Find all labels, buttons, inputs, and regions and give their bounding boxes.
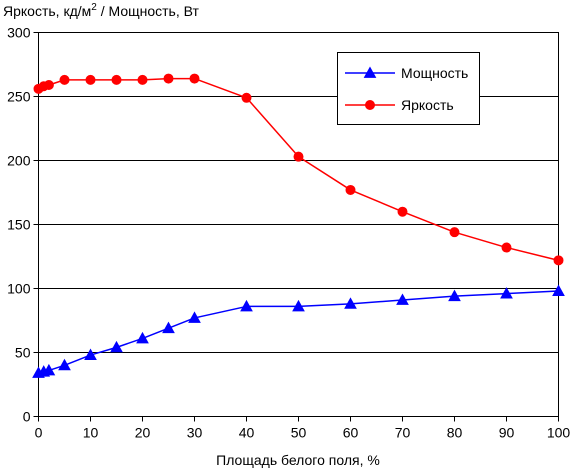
x-tick-label: 80 xyxy=(447,425,463,441)
series-line xyxy=(38,290,559,374)
data-point xyxy=(42,363,56,376)
x-tick-label: 100 xyxy=(547,425,571,441)
x-tick-label: 0 xyxy=(35,425,43,441)
legend-entry: Яркость xyxy=(345,97,454,113)
data-point xyxy=(292,299,305,312)
y-axis-title-rest: / Мощность, Вт xyxy=(97,3,200,19)
data-point xyxy=(553,255,564,266)
data-point xyxy=(345,184,356,195)
data-point xyxy=(189,73,200,84)
series-brightness xyxy=(33,73,564,266)
data-point xyxy=(162,321,175,334)
legend-label: Мощность xyxy=(401,65,468,81)
data-point xyxy=(110,340,123,353)
y-tick-label: 250 xyxy=(7,89,31,105)
gridlines xyxy=(38,96,559,353)
data-point xyxy=(241,92,252,103)
y-tick-label: 50 xyxy=(15,345,31,361)
series-power xyxy=(32,284,565,378)
y-axis-title-main: Яркость, кд/м xyxy=(3,3,91,19)
x-tick-label: 20 xyxy=(135,425,151,441)
y-axis: 0 50 100 150 200 250 300 xyxy=(7,25,39,425)
legend-marker xyxy=(365,100,375,110)
legend: Мощность Яркость xyxy=(337,52,480,125)
data-point xyxy=(448,289,461,302)
legend-marker xyxy=(363,66,377,78)
data-point xyxy=(111,74,122,85)
data-point xyxy=(344,297,357,309)
data-point xyxy=(501,242,512,253)
y-tick-label: 150 xyxy=(7,217,31,233)
x-tick-label: 50 xyxy=(291,425,307,441)
y-axis-title-superscript: 2 xyxy=(91,2,97,13)
data-point xyxy=(59,74,70,85)
data-point xyxy=(397,206,408,217)
x-axis-title: Площадь белого поля, % xyxy=(216,452,380,468)
data-point xyxy=(500,287,513,299)
y-tick-label: 100 xyxy=(7,281,31,297)
legend-entry: Мощность xyxy=(345,65,468,81)
data-point xyxy=(85,74,96,85)
series-line xyxy=(38,77,559,262)
data-point xyxy=(43,79,54,90)
data-point xyxy=(163,73,174,84)
x-tick-label: 70 xyxy=(395,425,411,441)
y-tick-label: 200 xyxy=(7,153,31,169)
data-point xyxy=(84,348,97,360)
x-tick-label: 40 xyxy=(239,425,255,441)
data-point xyxy=(293,151,304,162)
legend-label: Яркость xyxy=(401,97,454,113)
x-tick-label: 30 xyxy=(187,425,203,441)
x-tick-label: 90 xyxy=(499,425,515,441)
data-point xyxy=(552,284,565,296)
data-point xyxy=(240,299,253,312)
x-tick-label: 10 xyxy=(83,425,99,441)
y-tick-label: 300 xyxy=(7,25,31,41)
y-tick-label: 0 xyxy=(23,409,31,425)
x-tick-label: 60 xyxy=(343,425,359,441)
data-point xyxy=(396,293,409,305)
data-point xyxy=(449,227,460,238)
data-point xyxy=(188,311,201,323)
data-point xyxy=(136,331,149,344)
y-axis-title: Яркость, кд/м2 / Мощность, Вт xyxy=(3,2,199,19)
data-point xyxy=(58,358,71,371)
legend-box xyxy=(337,52,480,125)
x-axis: 0 10 20 30 40 50 60 70 80 90 100 xyxy=(35,416,571,441)
data-point xyxy=(137,74,148,85)
series-group xyxy=(32,73,565,378)
